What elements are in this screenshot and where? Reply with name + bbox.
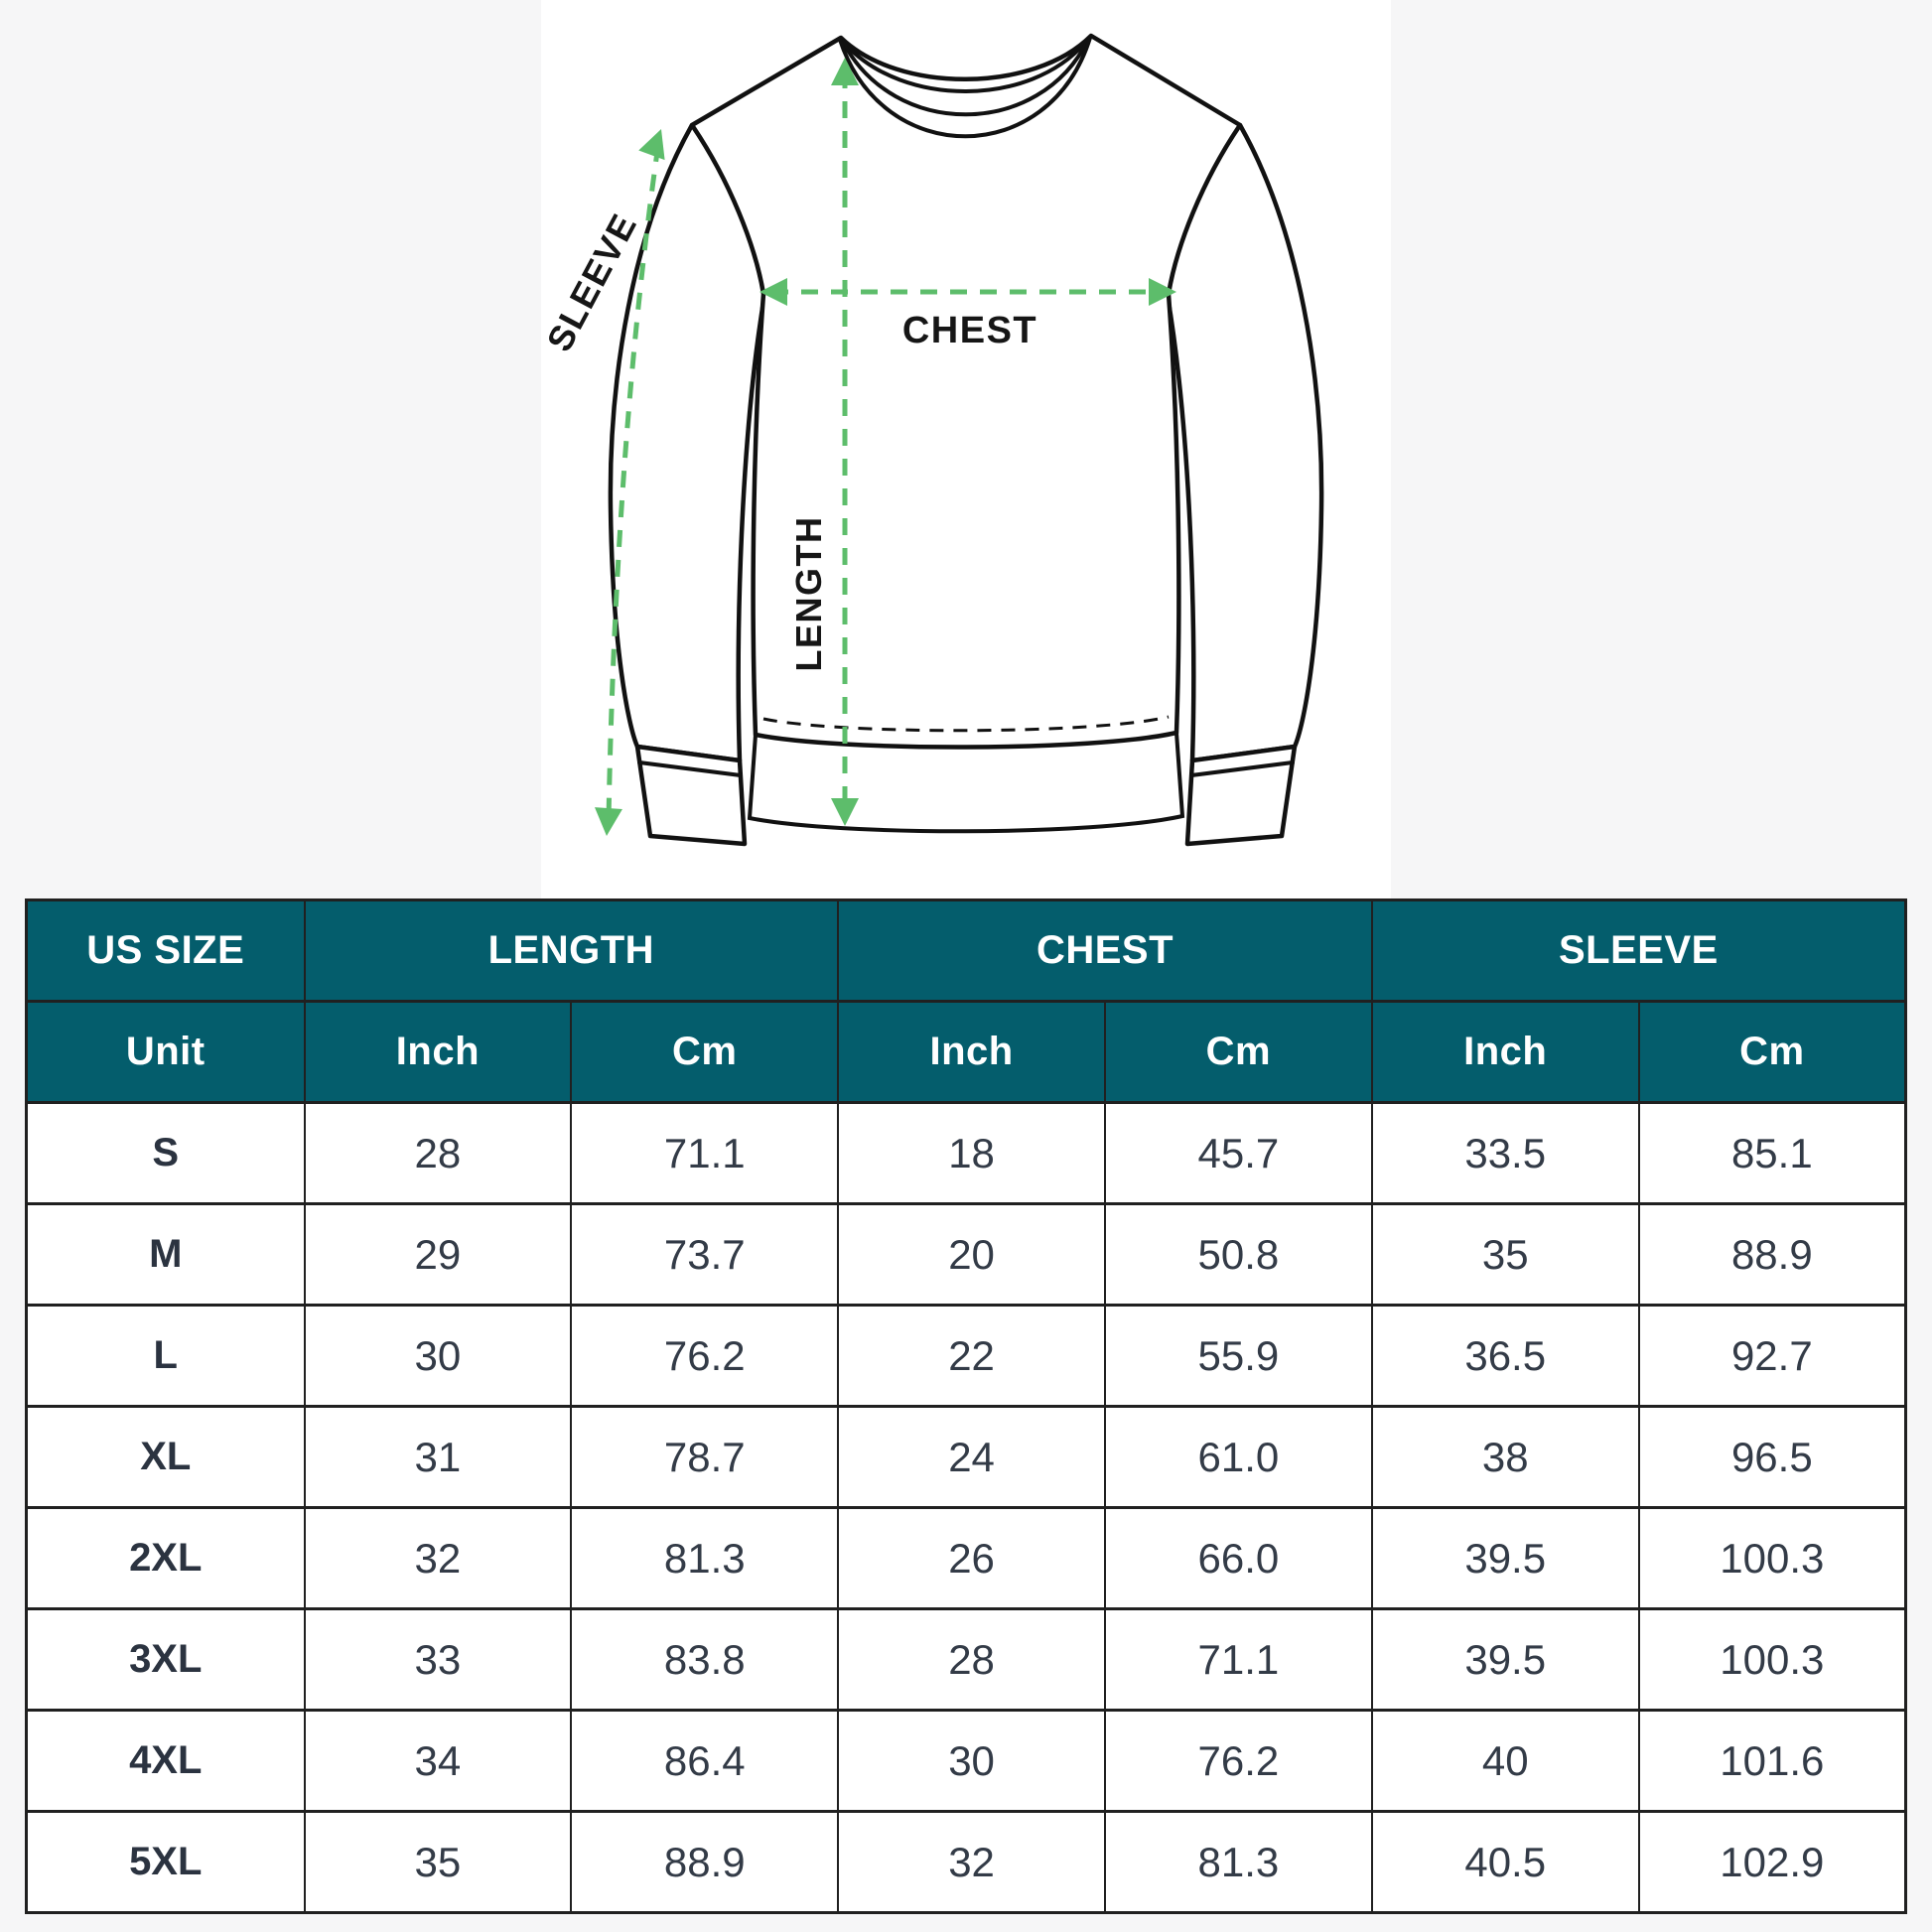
group-header-row: US SIZE LENGTH CHEST SLEEVE bbox=[25, 898, 1907, 1003]
size-cell: 3XL bbox=[25, 1607, 306, 1712]
value-cell: 102.9 bbox=[1637, 1810, 1907, 1914]
group-header-length: LENGTH bbox=[303, 898, 840, 1003]
table-row: 3XL 33 83.8 28 71.1 39.5 100.3 bbox=[25, 1607, 1907, 1712]
right-cuff bbox=[1184, 744, 1298, 847]
value-cell: 39.5 bbox=[1370, 1607, 1640, 1712]
table-row: M 29 73.7 20 50.8 35 88.9 bbox=[25, 1202, 1907, 1307]
size-cell: XL bbox=[25, 1405, 306, 1509]
table-row: L 30 76.2 22 55.9 36.5 92.7 bbox=[25, 1304, 1907, 1408]
table-row: 4XL 34 86.4 30 76.2 40 101.6 bbox=[25, 1709, 1907, 1813]
value-cell: 85.1 bbox=[1637, 1101, 1907, 1205]
collar-inner-arc bbox=[844, 41, 1087, 93]
group-header-sleeve: SLEEVE bbox=[1370, 898, 1907, 1003]
size-cell: L bbox=[25, 1304, 306, 1408]
value-cell: 31 bbox=[303, 1405, 573, 1509]
unit-cell: Inch bbox=[837, 1000, 1106, 1104]
size-cell: 5XL bbox=[25, 1810, 306, 1914]
group-header-us-size: US SIZE bbox=[25, 898, 306, 1003]
waistband bbox=[747, 731, 1185, 834]
value-cell: 24 bbox=[837, 1405, 1106, 1509]
value-cell: 96.5 bbox=[1637, 1405, 1907, 1509]
value-cell: 71.1 bbox=[570, 1101, 840, 1205]
value-cell: 38 bbox=[1370, 1405, 1640, 1509]
value-cell: 40 bbox=[1370, 1709, 1640, 1813]
value-cell: 40.5 bbox=[1370, 1810, 1640, 1914]
value-cell: 92.7 bbox=[1637, 1304, 1907, 1408]
value-cell: 30 bbox=[837, 1709, 1106, 1813]
body bbox=[689, 33, 1243, 750]
value-cell: 34 bbox=[303, 1709, 573, 1813]
value-cell: 32 bbox=[303, 1506, 573, 1610]
value-cell: 18 bbox=[837, 1101, 1106, 1205]
unit-header: Unit bbox=[25, 1000, 306, 1104]
value-cell: 30 bbox=[303, 1304, 573, 1408]
size-cell: M bbox=[25, 1202, 306, 1307]
value-cell: 71.1 bbox=[1103, 1607, 1373, 1712]
size-cell: S bbox=[25, 1101, 306, 1205]
value-cell: 81.3 bbox=[570, 1506, 840, 1610]
collar-band-bottom bbox=[838, 36, 1092, 139]
unit-header-row: Unit Inch Cm Inch Cm Inch Cm bbox=[25, 1000, 1907, 1104]
unit-cell: Cm bbox=[1637, 1000, 1907, 1104]
unit-cell: Cm bbox=[570, 1000, 840, 1104]
unit-cell: Inch bbox=[303, 1000, 573, 1104]
value-cell: 36.5 bbox=[1370, 1304, 1640, 1408]
size-table-body: S 28 71.1 18 45.7 33.5 85.1 M 29 73.7 20 50.8 35 88.9… bbox=[25, 1101, 1907, 1914]
sweatshirt-diagram-panel: SLEEVE CHEST LENGTH bbox=[541, 0, 1391, 898]
value-cell: 61.0 bbox=[1103, 1405, 1373, 1509]
value-cell: 33.5 bbox=[1370, 1101, 1640, 1205]
table-row: XL 31 78.7 24 61.0 38 96.5 bbox=[25, 1405, 1907, 1509]
chest-label: CHEST bbox=[902, 310, 1037, 351]
left-cuff bbox=[634, 744, 748, 847]
unit-cell: Cm bbox=[1103, 1000, 1373, 1104]
value-cell: 35 bbox=[303, 1810, 573, 1914]
table-row: 5XL 35 88.9 32 81.3 40.5 102.9 bbox=[25, 1810, 1907, 1914]
value-cell: 55.9 bbox=[1103, 1304, 1373, 1408]
value-cell: 81.3 bbox=[1103, 1810, 1373, 1914]
value-cell: 20 bbox=[837, 1202, 1106, 1307]
value-cell: 45.7 bbox=[1103, 1101, 1373, 1205]
value-cell: 76.2 bbox=[1103, 1709, 1373, 1813]
value-cell: 76.2 bbox=[570, 1304, 840, 1408]
value-cell: 83.8 bbox=[570, 1607, 840, 1712]
size-table: US SIZE LENGTH CHEST SLEEVE Unit Inch Cm Inch C… bbox=[25, 898, 1907, 1914]
value-cell: 78.7 bbox=[570, 1405, 840, 1509]
value-cell: 66.0 bbox=[1103, 1506, 1373, 1610]
size-cell: 4XL bbox=[25, 1709, 306, 1813]
unit-cell: Inch bbox=[1370, 1000, 1640, 1104]
waistband-stitch bbox=[762, 715, 1170, 733]
value-cell: 33 bbox=[303, 1607, 573, 1712]
value-cell: 86.4 bbox=[570, 1709, 840, 1813]
table-row: 2XL 32 81.3 26 66.0 39.5 100.3 bbox=[25, 1506, 1907, 1610]
size-table-head: US SIZE LENGTH CHEST SLEEVE Unit Inch Cm Inch C… bbox=[25, 898, 1907, 1104]
value-cell: 29 bbox=[303, 1202, 573, 1307]
value-cell: 22 bbox=[837, 1304, 1106, 1408]
length-label: LENGTH bbox=[788, 516, 829, 672]
value-cell: 88.9 bbox=[570, 1810, 840, 1914]
length-arrow bbox=[831, 58, 859, 826]
value-cell: 100.3 bbox=[1637, 1607, 1907, 1712]
left-cuff-stitch bbox=[637, 760, 743, 777]
sweatshirt-illustration: SLEEVE CHEST LENGTH bbox=[541, 33, 1324, 847]
chest-arrow bbox=[759, 278, 1176, 306]
value-cell: 88.9 bbox=[1637, 1202, 1907, 1307]
collar-rib-arc bbox=[841, 38, 1090, 117]
value-cell: 50.8 bbox=[1103, 1202, 1373, 1307]
value-cell: 28 bbox=[303, 1101, 573, 1205]
value-cell: 100.3 bbox=[1637, 1506, 1907, 1610]
value-cell: 32 bbox=[837, 1810, 1106, 1914]
sleeve-arrow bbox=[594, 129, 665, 836]
size-cell: 2XL bbox=[25, 1506, 306, 1610]
value-cell: 35 bbox=[1370, 1202, 1640, 1307]
value-cell: 73.7 bbox=[570, 1202, 840, 1307]
value-cell: 28 bbox=[837, 1607, 1106, 1712]
value-cell: 26 bbox=[837, 1506, 1106, 1610]
right-cuff-stitch bbox=[1189, 760, 1295, 777]
table-row: S 28 71.1 18 45.7 33.5 85.1 bbox=[25, 1101, 1907, 1205]
group-header-chest: CHEST bbox=[837, 898, 1373, 1003]
value-cell: 101.6 bbox=[1637, 1709, 1907, 1813]
value-cell: 39.5 bbox=[1370, 1506, 1640, 1610]
